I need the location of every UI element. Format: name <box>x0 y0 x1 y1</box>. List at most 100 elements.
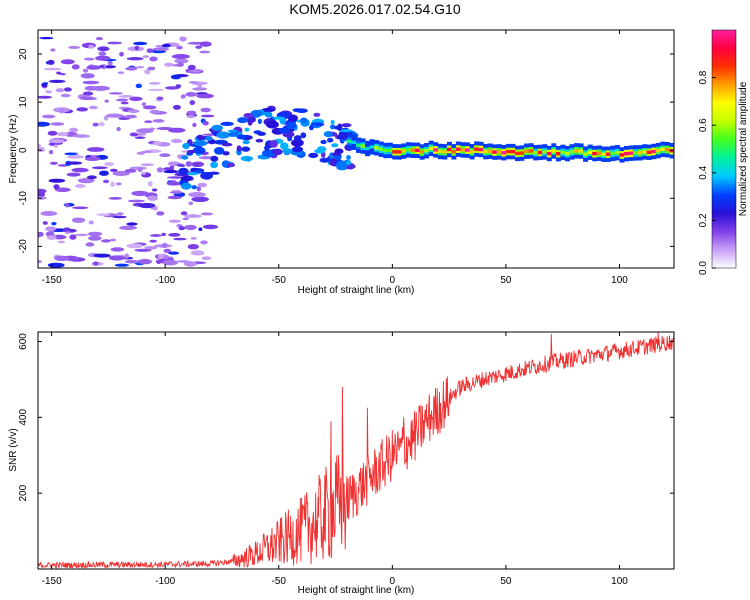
noise-blob <box>131 191 148 196</box>
noise-blob <box>58 241 65 244</box>
signal-blob <box>332 152 341 156</box>
noise-blob <box>85 242 94 246</box>
noise-blob <box>103 180 109 184</box>
signal-blob <box>313 113 320 117</box>
signal-blob <box>256 139 264 143</box>
noise-blob <box>128 200 145 203</box>
noise-blob <box>115 264 129 267</box>
noise-blob <box>203 225 218 230</box>
noise-blob <box>187 111 197 116</box>
ridge-core <box>465 148 470 151</box>
noise-blob <box>149 110 160 114</box>
noise-blob <box>72 64 80 69</box>
signal-blob <box>300 118 307 124</box>
ridge-core <box>347 140 352 143</box>
noise-blob <box>162 44 171 48</box>
ridge-core <box>429 147 434 150</box>
noise-blob <box>89 106 98 110</box>
chart-canvas: -150 -100 -50 0 50 100 -20-1001020 Height of … <box>0 0 750 600</box>
noise-blob <box>136 66 144 68</box>
noise-blob <box>187 115 195 118</box>
noise-blob <box>168 252 179 255</box>
signal-blob <box>341 123 351 127</box>
noise-blob <box>75 234 88 236</box>
noise-blob <box>64 87 72 91</box>
noise-blob <box>54 256 69 261</box>
ridge-core <box>483 150 488 153</box>
signal-blob <box>193 147 206 154</box>
x-tick-label: 100 <box>611 576 628 587</box>
ridge-core <box>461 148 466 151</box>
noise-blob <box>36 260 42 263</box>
ridge-core <box>583 152 588 155</box>
x-tick-label: -150 <box>42 576 62 587</box>
noise-blob <box>42 82 48 84</box>
noise-blob <box>192 123 196 127</box>
noise-blob <box>147 196 158 201</box>
ridge-core <box>442 150 447 153</box>
noise-blob <box>68 46 80 49</box>
noise-blob <box>86 65 101 70</box>
noise-blob <box>92 86 110 91</box>
signal-blob <box>266 121 279 129</box>
noise-blob <box>128 109 140 113</box>
noise-blob <box>183 218 189 221</box>
ridge-core <box>574 149 579 152</box>
noise-blob <box>191 250 205 255</box>
noise-blob <box>98 52 106 56</box>
noise-blob <box>125 260 139 264</box>
ridge-core <box>660 148 665 151</box>
ridge-mid <box>674 147 679 155</box>
ridge-core <box>361 144 366 147</box>
signal-blob <box>210 162 218 168</box>
signal-blob <box>222 143 233 147</box>
noise-blob <box>113 216 127 218</box>
signal-blob <box>200 172 213 180</box>
noise-blob <box>169 220 181 223</box>
noise-blob <box>164 63 173 67</box>
noise-blob <box>133 42 147 45</box>
ridge-core <box>488 150 493 153</box>
ridge-core <box>515 152 520 155</box>
noise-blob <box>125 169 137 173</box>
noise-blob <box>156 127 173 130</box>
noise-blob <box>149 240 157 243</box>
ridge-core <box>433 148 438 151</box>
noise-blob <box>162 243 168 248</box>
ridge-core <box>588 151 593 154</box>
noise-blob <box>83 69 89 73</box>
signal-blob <box>245 128 250 132</box>
signal-blob <box>220 122 234 126</box>
ridge-core <box>529 149 534 152</box>
noise-blob <box>104 162 114 166</box>
noise-blob <box>200 108 211 113</box>
noise-blob <box>56 72 61 75</box>
ridge-core <box>651 150 656 153</box>
signal-blob <box>187 172 198 175</box>
noise-blob <box>49 80 66 83</box>
noise-blob <box>150 234 162 237</box>
ridge-core <box>411 149 416 152</box>
noise-blob <box>163 167 172 170</box>
ridge-core <box>438 150 443 153</box>
signal-blob <box>292 146 303 152</box>
ridge-core <box>674 149 679 152</box>
noise-blob <box>200 240 208 244</box>
noise-blob <box>45 90 52 93</box>
ridge-core <box>497 150 502 153</box>
ridge-core <box>656 149 661 152</box>
noise-blob <box>181 94 186 98</box>
noise-blob <box>50 122 64 126</box>
noise-blob <box>48 131 58 136</box>
ridge-core <box>615 151 620 154</box>
noise-blob <box>184 261 197 267</box>
noise-blob <box>190 237 197 240</box>
ridge-core <box>424 149 429 152</box>
noise-blob <box>171 139 182 143</box>
signal-blob <box>258 119 262 124</box>
noise-blob <box>117 212 124 215</box>
spectrogram-plot: -150 -100 -50 0 50 100 -20-1001020 Height of … <box>8 30 679 296</box>
noise-blob <box>109 197 122 200</box>
noise-blob <box>53 184 59 189</box>
noise-blob <box>177 63 184 67</box>
